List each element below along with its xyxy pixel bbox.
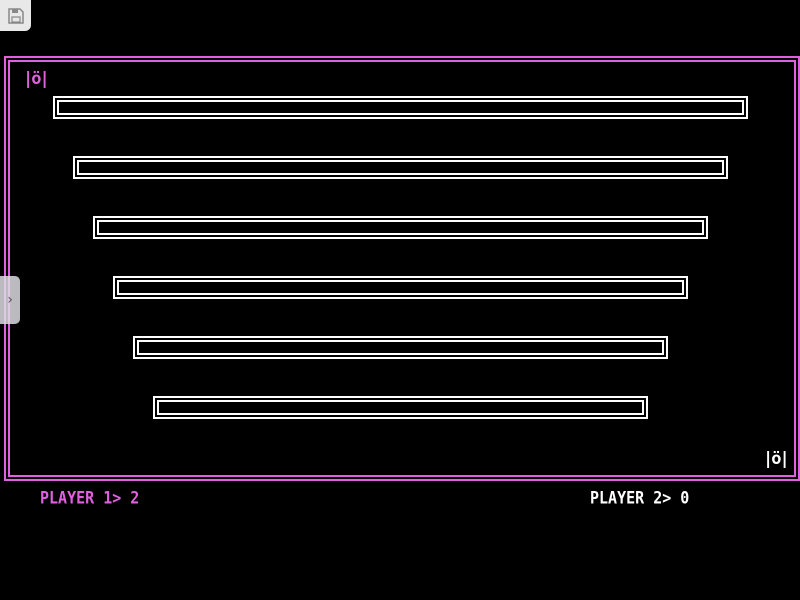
barrier-1 bbox=[53, 96, 748, 119]
barrier-3 bbox=[93, 216, 708, 239]
chevron-right-icon: › bbox=[5, 292, 15, 308]
player1-tank: |ö| bbox=[23, 69, 50, 89]
barrier-5 bbox=[133, 336, 668, 359]
playfield-border-inner bbox=[8, 60, 796, 477]
player1-score: PLAYER 1> 2 bbox=[40, 487, 140, 509]
playfield-border-outer bbox=[4, 56, 800, 481]
side-panel-toggle[interactable]: › bbox=[0, 276, 20, 324]
barrier-2 bbox=[73, 156, 728, 179]
save-button[interactable] bbox=[0, 0, 31, 31]
barrier-4 bbox=[113, 276, 688, 299]
player2-tank: |ö| bbox=[763, 449, 790, 469]
barrier-6 bbox=[153, 396, 648, 419]
floppy-disk-icon bbox=[7, 7, 24, 24]
player2-score: PLAYER 2> 0 bbox=[590, 487, 690, 509]
